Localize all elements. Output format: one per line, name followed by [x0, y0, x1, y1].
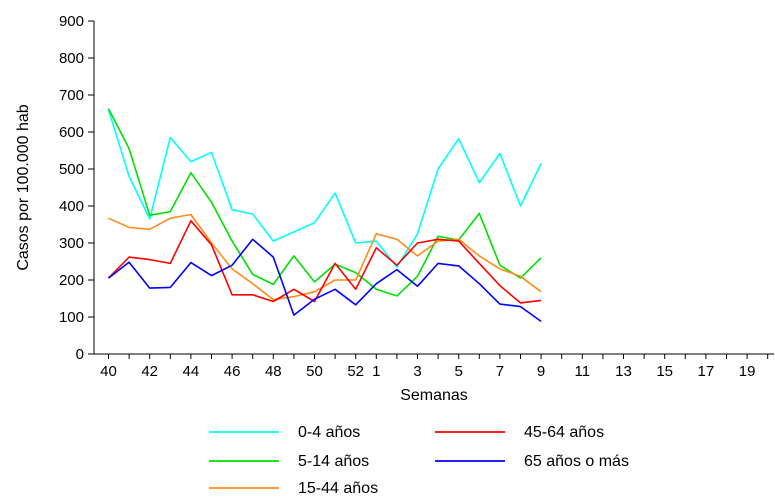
x-tick-label: 42: [141, 363, 158, 380]
x-tick-label: 7: [496, 363, 504, 380]
x-tick-label: 52: [347, 363, 364, 380]
x-tick-label: 44: [183, 363, 200, 380]
y-axis-title: Casos por 100.000 hab: [15, 104, 32, 270]
x-axis-title: Semanas: [400, 387, 468, 404]
x-tick-label: 17: [698, 363, 715, 380]
legend-label: 5-14 años: [298, 453, 369, 470]
series-lines: [107, 108, 542, 323]
series-line-0: [107, 109, 542, 268]
legend-label: 45-64 años: [524, 424, 604, 441]
x-tick-label: 9: [537, 363, 545, 380]
x-tick-label: 5: [455, 363, 463, 380]
x-tick-label: 13: [615, 363, 632, 380]
series-line-2: [108, 213, 542, 301]
y-axis: 0 100 200 300 400 500 600 700 800 900: [59, 13, 95, 363]
series-line-3: [107, 220, 542, 304]
legend-item: 45-64 años: [435, 424, 604, 441]
x-tick-label: 3: [413, 363, 421, 380]
legend-item: 65 años o más: [435, 453, 629, 470]
y-tick-label: 600: [59, 124, 84, 141]
x-axis: 40 42 44 46 48 50 52 1 3 5 7 9 11 13 15 17 19: [94, 353, 774, 380]
x-tick-label: 46: [224, 363, 241, 380]
legend-label: 15-44 años: [298, 480, 378, 497]
x-tick-label: 19: [739, 363, 756, 380]
legend-label: 65 años o más: [524, 453, 629, 470]
y-tick-label: 300: [59, 235, 84, 252]
legend: 0-4 años 5-14 años 15-44 años 45-64 años 65 …: [209, 424, 629, 497]
x-tick-label: 48: [265, 363, 282, 380]
legend-item: 5-14 años: [209, 453, 369, 470]
y-tick-label: 400: [59, 198, 84, 215]
legend-item: 15-44 años: [209, 480, 378, 497]
legend-item: 0-4 años: [209, 424, 360, 441]
y-tick-label: 900: [59, 13, 84, 30]
x-tick-label: 15: [656, 363, 673, 380]
series-line-4: [108, 238, 542, 323]
y-tick-label: 100: [59, 309, 84, 326]
x-tick-label: 11: [575, 363, 591, 380]
series-line-1: [107, 108, 542, 297]
y-tick-label: 800: [59, 50, 84, 67]
y-tick-label: 500: [59, 161, 84, 178]
y-tick-label: 700: [59, 87, 84, 104]
x-tick-label: 1: [372, 363, 380, 380]
y-tick-label: 200: [59, 272, 84, 289]
x-tick-label: 50: [306, 363, 323, 380]
y-tick-label: 0: [76, 346, 84, 363]
legend-label: 0-4 años: [298, 424, 360, 441]
x-tick-label: 40: [100, 363, 117, 380]
